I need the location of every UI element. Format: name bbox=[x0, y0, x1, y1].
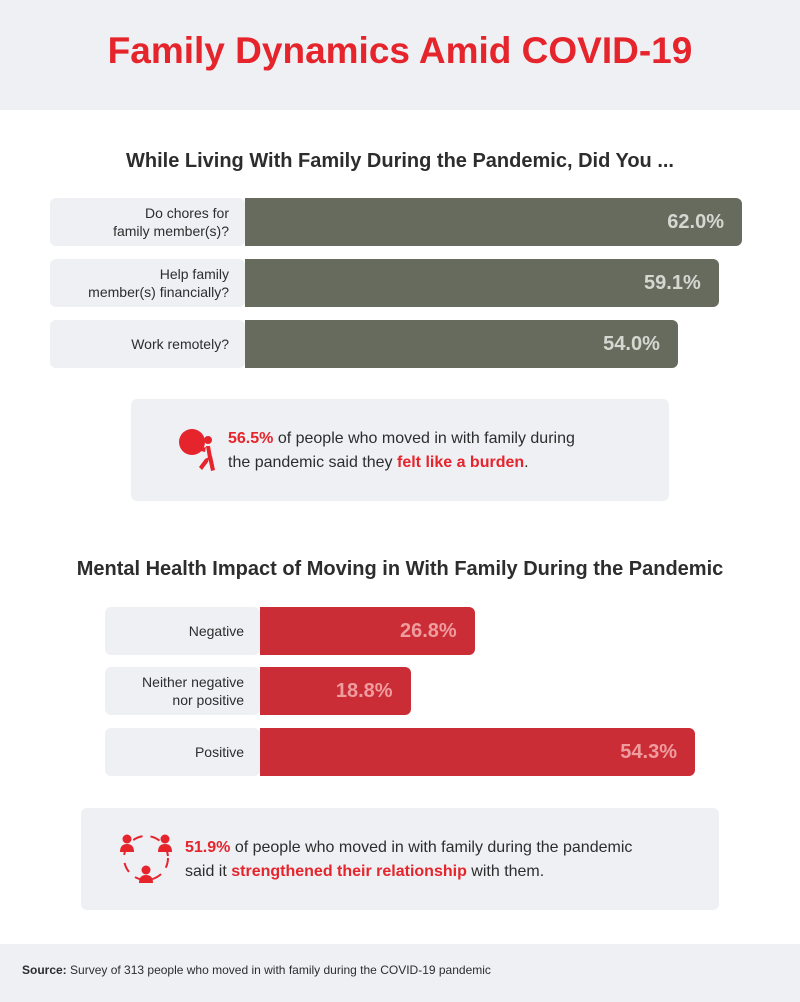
chart2-bar-3: 54.3% bbox=[260, 728, 695, 776]
callout-relationship: 51.9% of people who moved in with family… bbox=[81, 808, 719, 910]
chart1-title: While Living With Family During the Pand… bbox=[125, 150, 674, 172]
chart1-label-3: Work remotely? bbox=[50, 320, 245, 368]
source-note: Source: Survey of 313 people who moved i… bbox=[22, 963, 491, 977]
relationship-people-icon bbox=[120, 834, 172, 883]
callout-burden-text-b: the pandemic said they bbox=[228, 454, 397, 471]
callout-burden-text-c: . bbox=[524, 454, 529, 471]
chart1-label-2-line1: Help family bbox=[159, 266, 229, 282]
callout-relationship-text-a: of people who moved in with family durin… bbox=[230, 839, 633, 856]
chart2-bar-1: 26.8% bbox=[260, 607, 475, 655]
chart2-label-2-line1: Neither negative bbox=[142, 674, 244, 690]
callout-relationship-text: 51.9% of people who moved in with family… bbox=[185, 836, 632, 884]
callout-relationship-text-c: with them. bbox=[466, 863, 545, 880]
chart1-bar-1: 62.0% bbox=[245, 198, 742, 246]
callout-burden-highlight: felt like a burden bbox=[397, 454, 525, 471]
source-label: Source: bbox=[22, 963, 67, 977]
chart1-label-3-text: Work remotely? bbox=[131, 336, 229, 352]
chart2-title: Mental Health Impact of Moving in With F… bbox=[76, 558, 724, 580]
chart1-label-1-line1: Do chores for bbox=[144, 205, 229, 221]
chart1-label-1: Do chores for family member(s)? bbox=[50, 198, 245, 246]
burden-person-icon bbox=[179, 429, 215, 471]
chart2-value-2: 18.8% bbox=[335, 679, 393, 702]
callout-relationship-highlight: strengthened their relationship bbox=[231, 863, 467, 880]
chart2-label-2-line2: nor positive bbox=[172, 692, 244, 708]
callout-burden: 56.5% of people who moved in with family… bbox=[131, 399, 669, 501]
chart2-label-3-text: Positive bbox=[194, 744, 244, 760]
header-band: Family Dynamics Amid COVID-19 bbox=[0, 0, 800, 110]
page-title: Family Dynamics Amid COVID-19 bbox=[107, 30, 693, 71]
callout-burden-stat: 56.5% bbox=[228, 430, 274, 447]
chart1-label-2-line2: member(s) financially? bbox=[88, 284, 229, 300]
chart1-label-1-line2: family member(s)? bbox=[113, 223, 229, 239]
callout-burden-text-a: of people who moved in with family durin… bbox=[273, 430, 575, 447]
chart1-label-2: Help family member(s) financially? bbox=[50, 259, 245, 307]
chart2-label-3: Positive bbox=[105, 728, 260, 776]
footer: Source: Survey of 313 people who moved i… bbox=[0, 944, 800, 1002]
chart2-value-3: 54.3% bbox=[620, 740, 677, 763]
callout-relationship-stat: 51.9% bbox=[185, 839, 231, 856]
chart2-label-1: Negative bbox=[105, 607, 260, 655]
chart2-bar-2: 18.8% bbox=[260, 667, 411, 715]
callout-relationship-text-b: said it bbox=[185, 863, 232, 880]
chart2-value-1: 26.8% bbox=[399, 619, 457, 642]
chart1-value-2: 59.1% bbox=[644, 271, 701, 294]
callout-burden-text: 56.5% of people who moved in with family… bbox=[228, 427, 575, 475]
chart2-label-1-text: Negative bbox=[188, 623, 244, 639]
chart1-value-1: 62.0% bbox=[667, 210, 724, 233]
source-text: Survey of 313 people who moved in with f… bbox=[66, 963, 491, 977]
chart1-bar-3: 54.0% bbox=[245, 320, 678, 368]
chart1-bar-2: 59.1% bbox=[245, 259, 719, 307]
chart2-label-2: Neither negative nor positive bbox=[105, 667, 260, 715]
chart1-value-3: 54.0% bbox=[603, 332, 660, 355]
